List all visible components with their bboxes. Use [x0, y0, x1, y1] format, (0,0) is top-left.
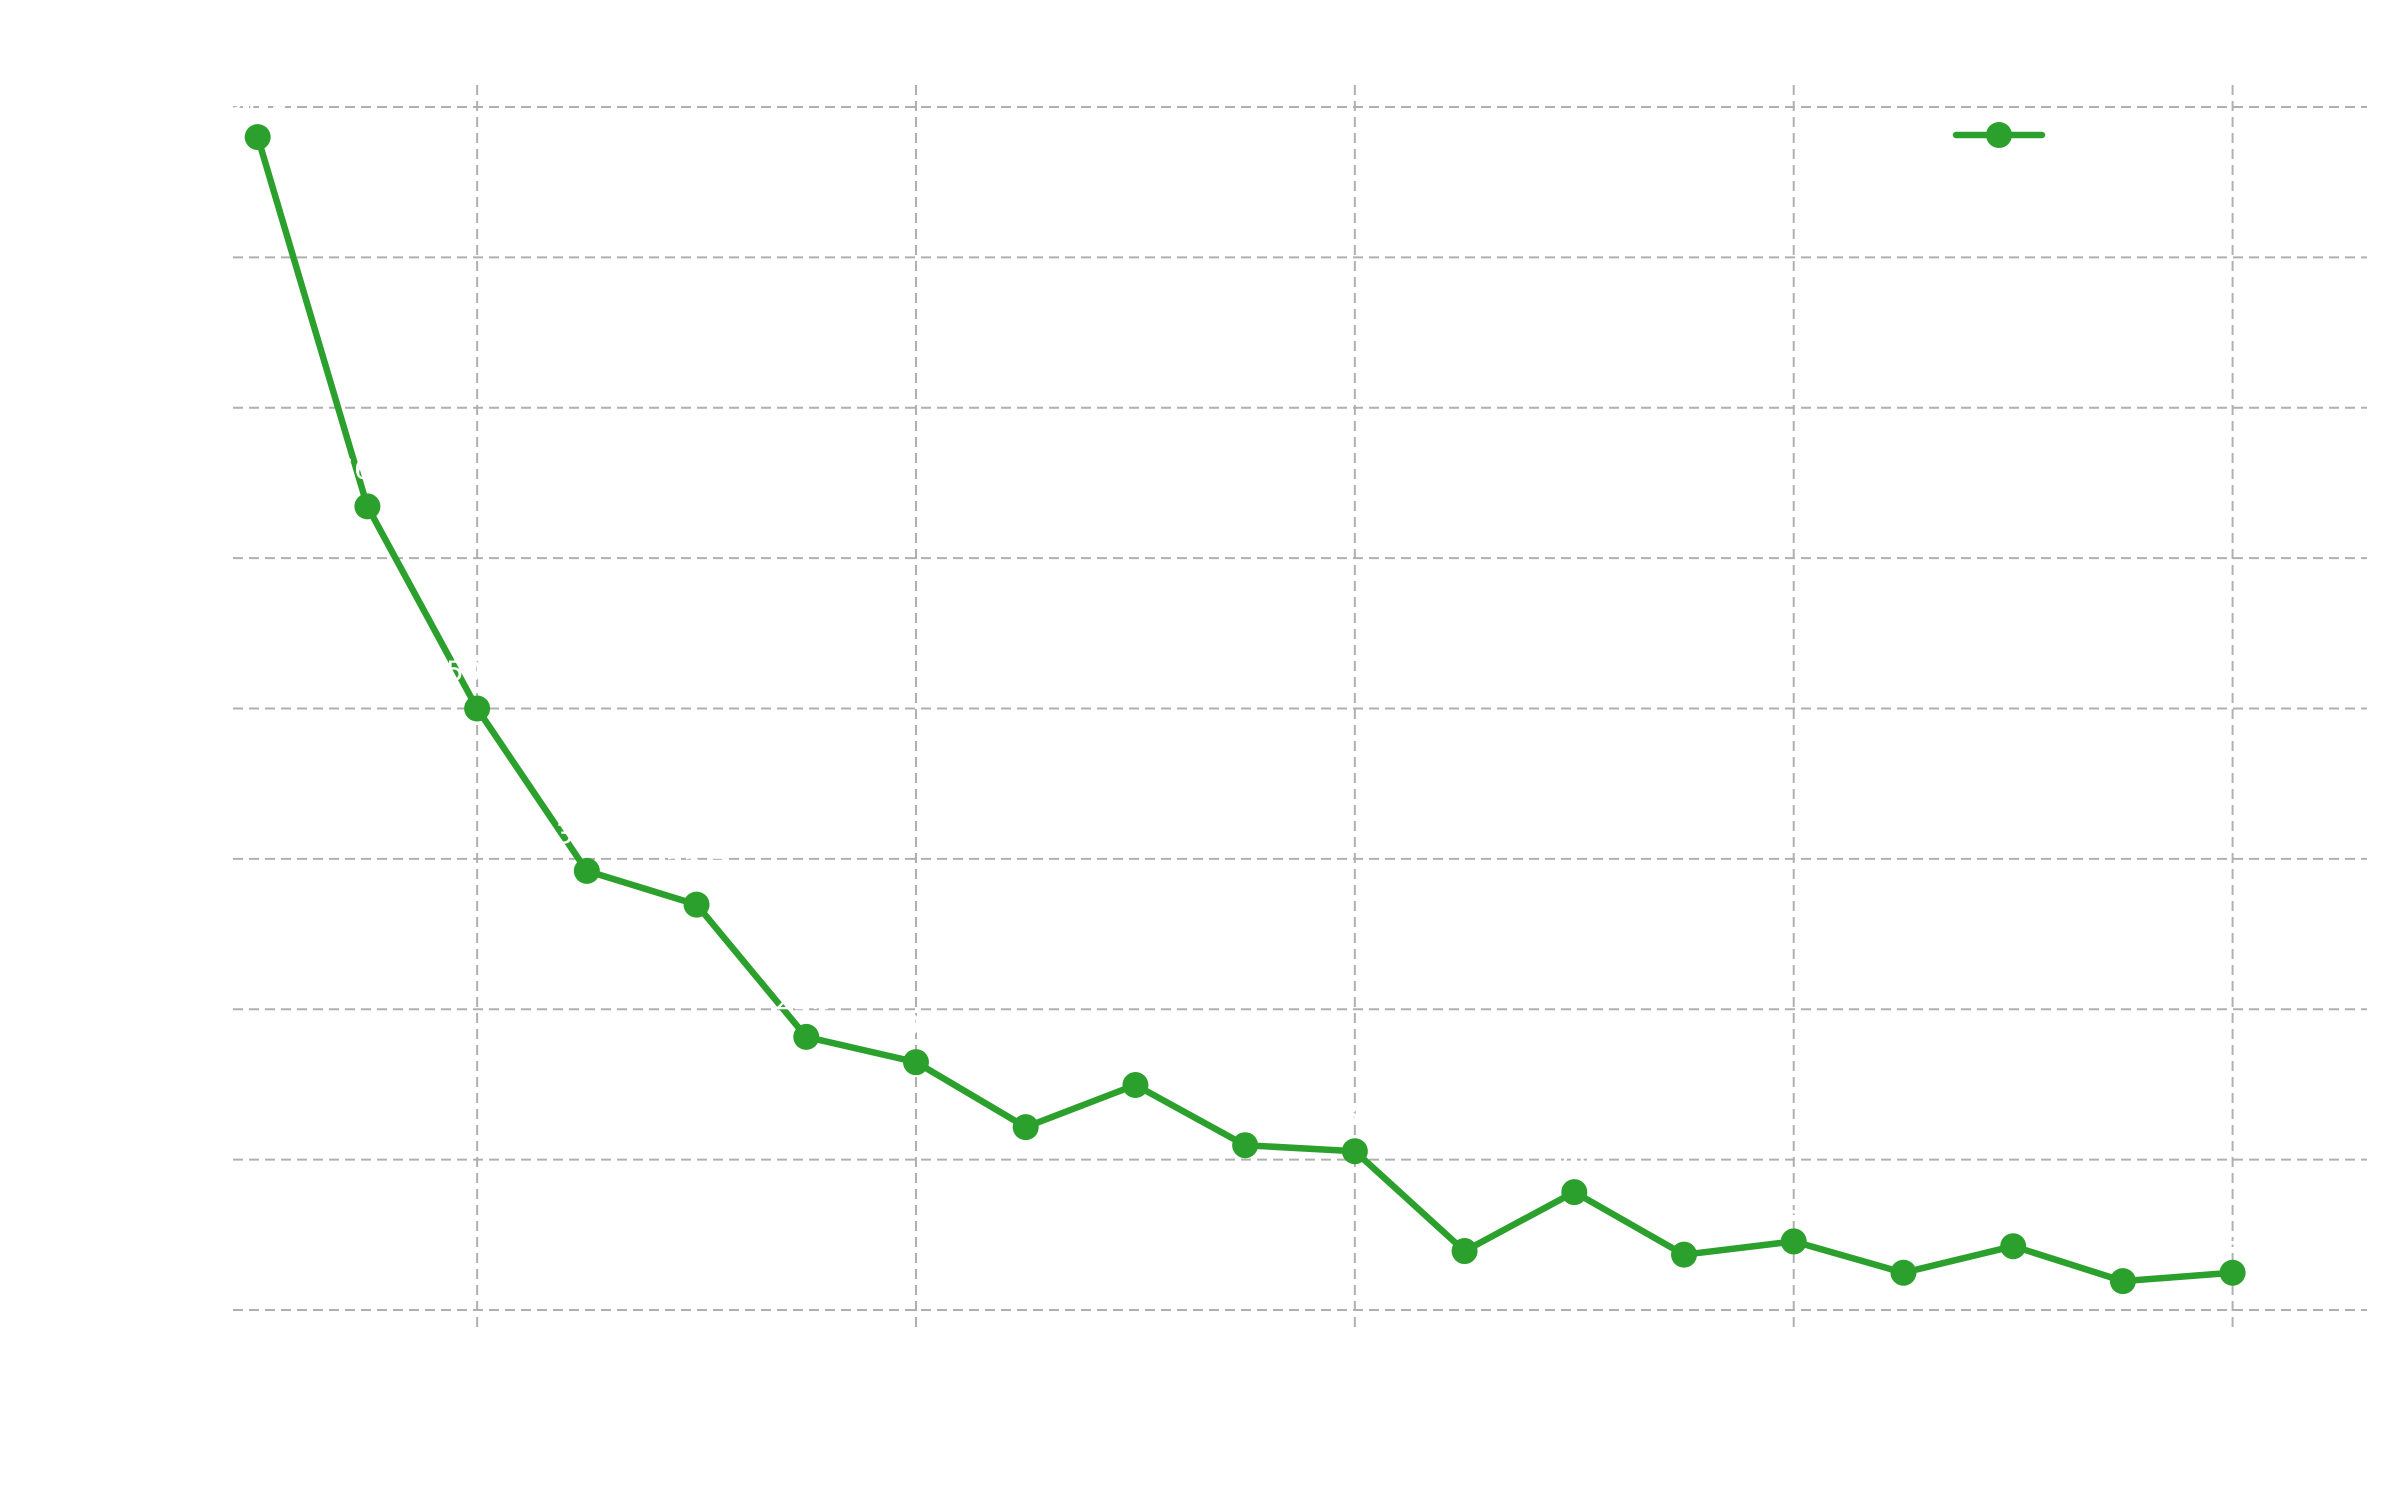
data-point — [1232, 1132, 1259, 1159]
data-label: 20.6 — [885, 1008, 947, 1041]
data-label: 66.8 — [336, 452, 398, 485]
data-label: 22.7 — [775, 983, 837, 1016]
data-point — [464, 695, 491, 722]
data-point — [1122, 1072, 1149, 1099]
data-point — [2000, 1233, 2027, 1260]
data-point — [1012, 1114, 1039, 1141]
data-point — [683, 891, 710, 918]
point-label-layer: 97.5 66.8 50.0 36.5 33.7 22.7 20.6 15.2 18.7 13.7… — [227, 83, 2255, 1260]
data-point — [1341, 1138, 1368, 1165]
data-point — [244, 124, 271, 151]
legend — [1952, 122, 2046, 148]
data-point — [1451, 1238, 1478, 1265]
data-label: 36.5 — [556, 817, 618, 850]
data-point — [1780, 1228, 1807, 1255]
series-layer — [244, 124, 2246, 1295]
data-point — [2219, 1259, 2246, 1286]
data-point — [902, 1049, 929, 1076]
data-label: 2.4 — [2101, 1227, 2146, 1260]
data-label: 50.0 — [446, 655, 508, 688]
data-point — [573, 857, 600, 884]
data-point — [354, 493, 381, 520]
data-label: 13.2 — [1324, 1097, 1386, 1130]
data-label: 9.8 — [1552, 1138, 1597, 1171]
data-label: 3.1 — [1881, 1219, 1926, 1252]
data-label: 4.9 — [1442, 1197, 1487, 1230]
data-point — [793, 1023, 820, 1050]
data-label: 3.1 — [2210, 1219, 2255, 1252]
data-label: 18.7 — [1104, 1031, 1166, 1064]
data-label: 33.7 — [665, 851, 727, 884]
data-label: 5.7 — [1771, 1187, 1816, 1220]
data-label: 13.7 — [1214, 1091, 1276, 1124]
data-point — [2109, 1268, 2136, 1295]
legend-marker — [1986, 122, 2012, 148]
data-label: 4.6 — [1662, 1201, 1707, 1234]
data-point — [1671, 1241, 1698, 1268]
data-point — [1561, 1179, 1588, 1206]
data-label: 5.3 — [1991, 1192, 2036, 1225]
data-label: 15.2 — [995, 1073, 1057, 1106]
data-point — [1890, 1259, 1917, 1286]
data-label: 97.5 — [227, 83, 289, 116]
